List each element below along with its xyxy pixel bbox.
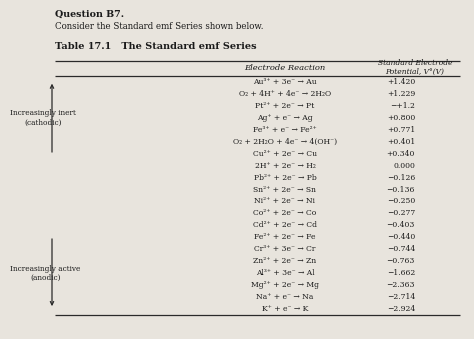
Text: Cu²⁺ + 2e⁻ → Cu: Cu²⁺ + 2e⁻ → Cu [253, 150, 317, 158]
Text: Increasingly active
(anodic): Increasingly active (anodic) [10, 264, 81, 282]
Text: Au³⁺ + 3e⁻ → Au: Au³⁺ + 3e⁻ → Au [253, 78, 317, 86]
Text: −0.403: −0.403 [387, 221, 415, 230]
Text: −+1.2: −+1.2 [390, 102, 415, 110]
Text: Pb²⁺ + 2e⁻ → Pb: Pb²⁺ + 2e⁻ → Pb [254, 174, 316, 182]
Text: Pt²⁺ + 2e⁻ → Pt: Pt²⁺ + 2e⁻ → Pt [255, 102, 315, 110]
Text: Electrode Reaction: Electrode Reaction [245, 64, 326, 73]
Text: Sn²⁺ + 2e⁻ → Sn: Sn²⁺ + 2e⁻ → Sn [254, 185, 317, 194]
Text: +1.420: +1.420 [387, 78, 415, 86]
Text: Consider the Standard emf Series shown below.: Consider the Standard emf Series shown b… [55, 22, 264, 31]
Text: K⁺ + e⁻ → K: K⁺ + e⁻ → K [262, 305, 308, 313]
Text: −0.136: −0.136 [387, 185, 415, 194]
Text: 0.000: 0.000 [393, 162, 415, 170]
Text: −2.924: −2.924 [387, 305, 415, 313]
Text: Ag⁺ + e⁻ → Ag: Ag⁺ + e⁻ → Ag [257, 114, 313, 122]
Text: Ni²⁺ + 2e⁻ → Ni: Ni²⁺ + 2e⁻ → Ni [255, 198, 316, 205]
Text: Fe²⁺ + 2e⁻ → Fe: Fe²⁺ + 2e⁻ → Fe [254, 233, 316, 241]
Text: Cr³⁺ + 3e⁻ → Cr: Cr³⁺ + 3e⁻ → Cr [255, 245, 316, 253]
Text: Co²⁺ + 2e⁻ → Co: Co²⁺ + 2e⁻ → Co [254, 210, 317, 217]
Text: −1.662: −1.662 [387, 269, 415, 277]
Text: Cd²⁺ + 2e⁻ → Cd: Cd²⁺ + 2e⁻ → Cd [253, 221, 317, 230]
Text: Table 17.1   The Standard emf Series: Table 17.1 The Standard emf Series [55, 42, 256, 51]
Text: −0.250: −0.250 [387, 198, 415, 205]
Text: +0.340: +0.340 [387, 150, 415, 158]
Text: Na⁺ + e⁻ → Na: Na⁺ + e⁻ → Na [256, 293, 314, 301]
Text: Zn²⁺ + 2e⁻ → Zn: Zn²⁺ + 2e⁻ → Zn [254, 257, 317, 265]
Text: Al³⁺ + 3e⁻ → Al: Al³⁺ + 3e⁻ → Al [255, 269, 314, 277]
Text: −2.363: −2.363 [386, 281, 415, 289]
Text: +0.800: +0.800 [387, 114, 415, 122]
Text: Fe³⁺ + e⁻ → Fe²⁺: Fe³⁺ + e⁻ → Fe²⁺ [253, 126, 317, 134]
Text: +0.771: +0.771 [387, 126, 415, 134]
Text: O₂ + 4H⁺ + 4e⁻ → 2H₂O: O₂ + 4H⁺ + 4e⁻ → 2H₂O [239, 90, 331, 98]
Text: O₂ + 2H₂O + 4e⁻ → 4(OH⁻): O₂ + 2H₂O + 4e⁻ → 4(OH⁻) [233, 138, 337, 146]
Text: −0.277: −0.277 [387, 210, 415, 217]
Text: Increasingly inert
(cathodic): Increasingly inert (cathodic) [10, 109, 76, 126]
Text: −2.714: −2.714 [387, 293, 415, 301]
Text: +0.401: +0.401 [387, 138, 415, 146]
Text: +1.229: +1.229 [387, 90, 415, 98]
Text: 2H⁺ + 2e⁻ → H₂: 2H⁺ + 2e⁻ → H₂ [255, 162, 315, 170]
Text: −0.763: −0.763 [387, 257, 415, 265]
Text: −0.744: −0.744 [387, 245, 415, 253]
Text: Question B7.: Question B7. [55, 10, 124, 19]
Text: −0.126: −0.126 [387, 174, 415, 182]
Text: Standard Electrode
Potential, V°(V): Standard Electrode Potential, V°(V) [378, 59, 452, 76]
Text: −0.440: −0.440 [387, 233, 415, 241]
Text: Mg²⁺ + 2e⁻ → Mg: Mg²⁺ + 2e⁻ → Mg [251, 281, 319, 289]
